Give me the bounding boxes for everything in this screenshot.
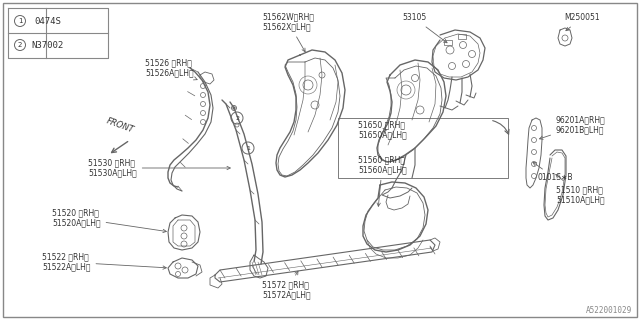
Text: 0474S: 0474S [35, 17, 61, 26]
Text: 53105: 53105 [402, 13, 447, 43]
Text: 1: 1 [246, 146, 250, 150]
Text: 51530 〈RH〉
51530A〈LH〉: 51530 〈RH〉 51530A〈LH〉 [88, 158, 230, 178]
Text: 1: 1 [18, 18, 22, 24]
Bar [444, 40, 452, 45]
Text: A522001029: A522001029 [586, 306, 632, 315]
Text: 51562W〈RH〉
51562X〈LH〉: 51562W〈RH〉 51562X〈LH〉 [262, 12, 314, 52]
Text: 51572 〈RH〉
51572A〈LH〉: 51572 〈RH〉 51572A〈LH〉 [262, 271, 310, 300]
Bar [458, 34, 466, 39]
Bar [338, 118, 508, 178]
Text: 2: 2 [18, 42, 22, 48]
Text: 2: 2 [235, 116, 239, 121]
Text: 0101S∗B: 0101S∗B [533, 162, 573, 182]
Text: 51510 〈RH〉
51510A〈LH〉: 51510 〈RH〉 51510A〈LH〉 [556, 174, 605, 205]
Circle shape [15, 39, 26, 51]
Text: 51526 〈RH〉
51526A〈LH〉: 51526 〈RH〉 51526A〈LH〉 [145, 58, 197, 80]
Text: N37002: N37002 [32, 41, 64, 50]
Text: 51522 〈RH〉
51522A〈LH〉: 51522 〈RH〉 51522A〈LH〉 [42, 252, 166, 272]
Text: M250051: M250051 [564, 13, 600, 31]
Text: FRONT: FRONT [105, 117, 135, 135]
Circle shape [233, 107, 236, 109]
Circle shape [242, 142, 254, 154]
Text: 51560 〈RH〉
51560A〈LH〉: 51560 〈RH〉 51560A〈LH〉 [358, 155, 407, 206]
Text: 96201A〈RH〉
96201B〈LH〉: 96201A〈RH〉 96201B〈LH〉 [540, 115, 605, 139]
Circle shape [231, 112, 243, 124]
Text: 51650 〈RH〉
51650A〈LH〉: 51650 〈RH〉 51650A〈LH〉 [358, 120, 407, 140]
Text: 51520 〈RH〉
51520A〈LH〉: 51520 〈RH〉 51520A〈LH〉 [52, 208, 166, 233]
Circle shape [15, 15, 26, 27]
